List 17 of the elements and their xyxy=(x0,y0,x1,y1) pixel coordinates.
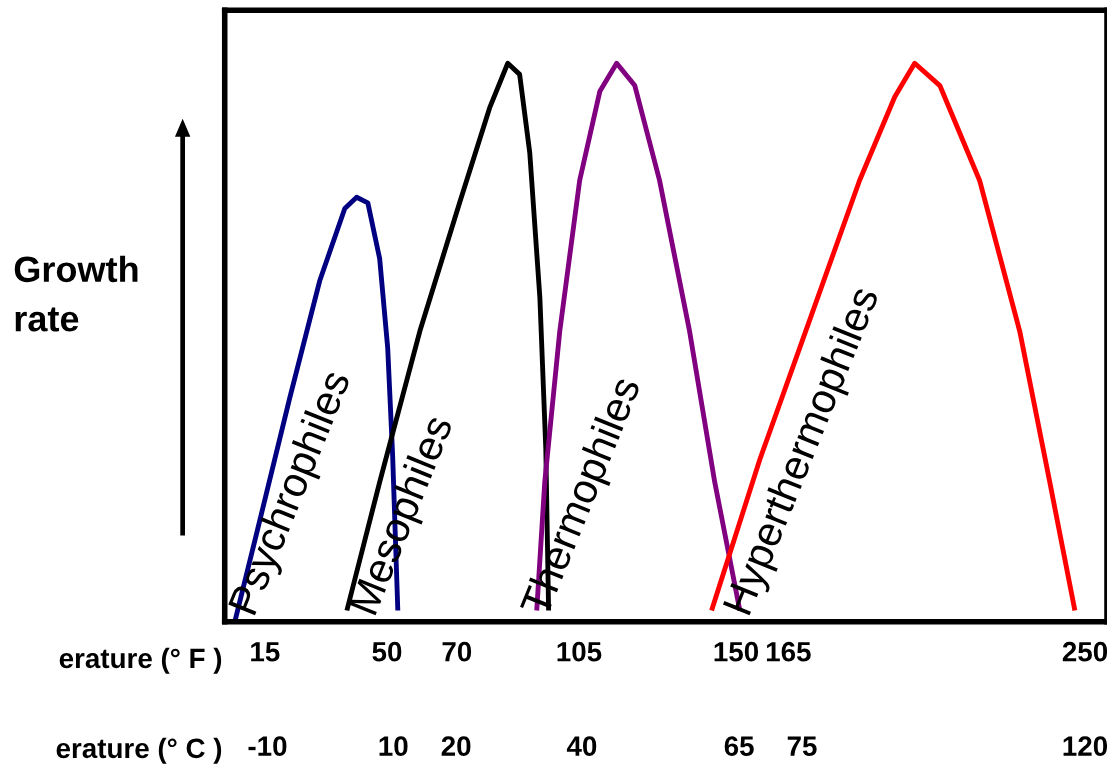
x-tick-label: 150 xyxy=(714,641,759,662)
x-tick-label: 15 xyxy=(251,642,280,662)
x2-axis-title: erature (° C ) xyxy=(56,737,222,764)
x2-tick-label: -10 xyxy=(248,736,287,756)
x-tick-label: 105 xyxy=(557,641,602,662)
x-tick-label: 165 xyxy=(766,641,811,662)
x2-tick-label: 20 xyxy=(441,736,471,756)
x2-tick-label: 75 xyxy=(787,736,817,756)
x2-tick-label: 120 xyxy=(1063,736,1107,756)
x2-tick-label: 40 xyxy=(566,736,597,756)
x-axis-title: erature (° F ) xyxy=(59,647,222,674)
x2-tick-label: 65 xyxy=(724,736,754,756)
x2-tick-label: 10 xyxy=(379,736,408,756)
x-tick-label: 50 xyxy=(372,641,402,662)
x-tick-label: 70 xyxy=(442,641,472,662)
x-tick-label: 250 xyxy=(1062,641,1107,662)
y-axis-title: Growth rate xyxy=(14,255,138,332)
